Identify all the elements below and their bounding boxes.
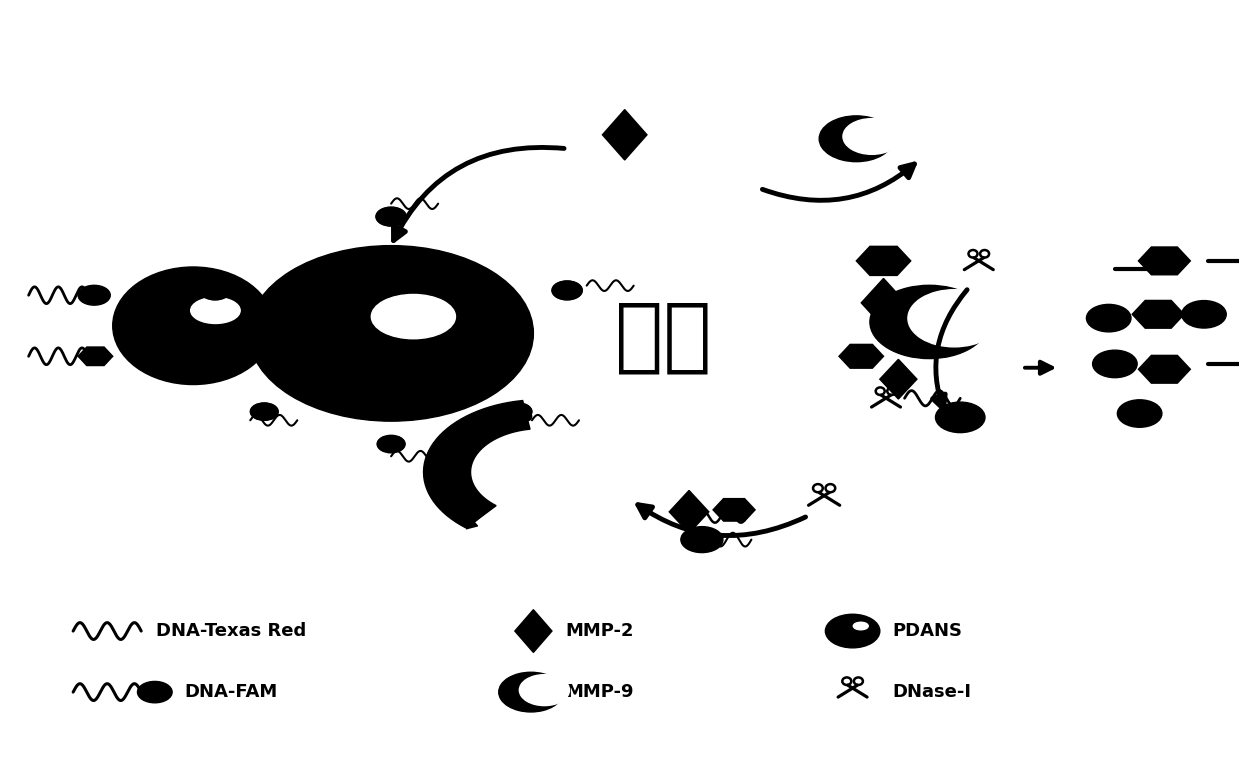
Circle shape <box>1092 350 1137 378</box>
Text: DNA-FAM: DNA-FAM <box>185 683 278 701</box>
Wedge shape <box>843 119 900 154</box>
Circle shape <box>552 281 582 300</box>
Circle shape <box>138 682 172 702</box>
Circle shape <box>201 281 229 300</box>
Circle shape <box>78 285 110 305</box>
Circle shape <box>935 402 985 433</box>
Circle shape <box>826 614 880 648</box>
Polygon shape <box>670 490 709 533</box>
Text: PDANS: PDANS <box>893 622 962 640</box>
Polygon shape <box>1138 355 1190 383</box>
Circle shape <box>249 246 533 421</box>
Wedge shape <box>870 285 988 358</box>
Circle shape <box>1086 304 1131 332</box>
Polygon shape <box>713 499 755 521</box>
Circle shape <box>505 403 532 420</box>
Text: DNase-I: DNase-I <box>893 683 971 701</box>
Ellipse shape <box>113 267 274 385</box>
Polygon shape <box>839 345 884 368</box>
Ellipse shape <box>853 622 868 630</box>
Wedge shape <box>520 675 569 705</box>
Polygon shape <box>1132 300 1184 328</box>
Text: MMP-9: MMP-9 <box>565 683 634 701</box>
Polygon shape <box>78 347 113 365</box>
Circle shape <box>377 436 404 453</box>
Polygon shape <box>515 610 552 653</box>
Circle shape <box>1182 300 1226 328</box>
Ellipse shape <box>191 297 241 323</box>
Polygon shape <box>857 247 910 276</box>
Circle shape <box>681 527 723 552</box>
Polygon shape <box>862 278 905 327</box>
Circle shape <box>376 208 405 226</box>
Ellipse shape <box>371 294 455 339</box>
Circle shape <box>1117 400 1162 427</box>
Polygon shape <box>603 110 647 160</box>
Wedge shape <box>908 290 1001 347</box>
Polygon shape <box>424 401 529 528</box>
Text: MMP-2: MMP-2 <box>565 622 634 640</box>
Wedge shape <box>498 673 563 712</box>
Text: 循环: 循环 <box>615 298 712 376</box>
Text: DNA-Texas Red: DNA-Texas Red <box>156 622 306 640</box>
Circle shape <box>250 403 278 420</box>
Polygon shape <box>880 359 916 399</box>
Polygon shape <box>1138 247 1190 275</box>
Wedge shape <box>820 116 894 162</box>
